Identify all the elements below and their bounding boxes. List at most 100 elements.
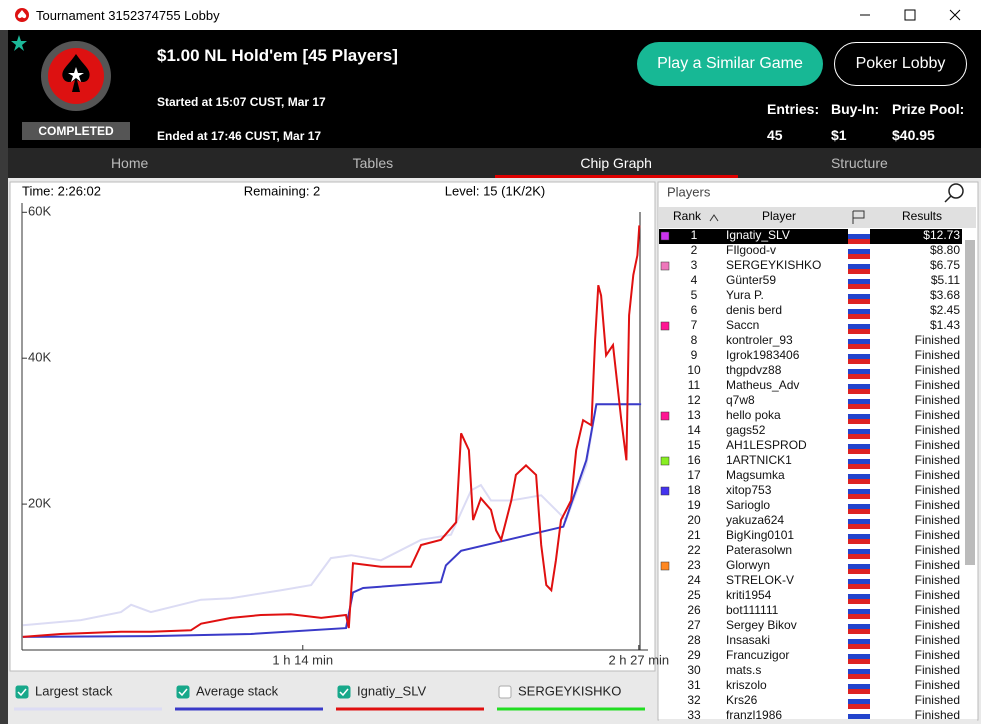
search-icon[interactable]: [944, 183, 964, 203]
result: $3.68: [930, 288, 960, 302]
player-name: Insasaki: [726, 633, 770, 647]
flag-stripe: [848, 399, 870, 404]
flag-stripe: [848, 474, 870, 479]
table-clip: [659, 719, 977, 724]
flag-stripe: [848, 709, 870, 714]
flag-stripe: [848, 364, 870, 369]
legend-item[interactable]: SERGEYKISHKO: [497, 683, 645, 711]
flag: [848, 274, 870, 289]
rank: 14: [687, 423, 701, 437]
legend-item[interactable]: Largest stack: [14, 683, 162, 711]
window-title: Tournament 3152374755 Lobby: [36, 8, 220, 23]
window-controls[interactable]: [850, 0, 981, 30]
flag-stripe: [848, 599, 870, 604]
player-name: Sergey Bikov: [726, 618, 797, 632]
flag-stripe: [848, 629, 870, 634]
flag-stripe: [848, 574, 870, 579]
flag-stripe: [848, 259, 870, 264]
flag-stripe: [848, 424, 870, 429]
flag-stripe: [848, 539, 870, 544]
legend-item[interactable]: Ignatiy_SLV: [336, 683, 484, 711]
poker-lobby-button[interactable]: Poker Lobby: [834, 42, 967, 86]
rank-header[interactable]: Rank: [673, 209, 702, 223]
flag-stripe: [848, 289, 870, 294]
tab[interactable]: Chip Graph: [494, 148, 738, 178]
checkmark: [178, 688, 188, 697]
player-name: Francuzigor: [726, 648, 789, 662]
flag-stripe: [848, 489, 870, 494]
results-header[interactable]: Results: [902, 209, 942, 223]
header: COMPLETED $1.00 NL Hold'em [45 Players] …: [8, 30, 981, 148]
player-color: [660, 321, 670, 331]
flag-stripe: [848, 264, 870, 269]
player-name: Paterasolwn: [726, 543, 792, 557]
x-tick-label: 2 h 27 min: [608, 652, 669, 667]
result: Finished: [915, 423, 960, 437]
flag: [848, 469, 870, 484]
rank: 30: [687, 663, 701, 677]
flag-stripe: [848, 229, 870, 234]
flag: [848, 574, 870, 589]
rank: 11: [688, 378, 701, 392]
player-header[interactable]: Player: [762, 209, 796, 223]
legend-label: Largest stack: [35, 683, 113, 698]
player-name: Igrok1983406: [726, 348, 800, 362]
rank: 18: [687, 483, 701, 497]
flag: [848, 319, 870, 334]
legend-item[interactable]: Average stack: [175, 683, 323, 711]
flag-stripe: [848, 614, 870, 619]
flag-stripe: [848, 569, 870, 574]
result: $2.45: [930, 303, 960, 317]
rank: 33: [687, 708, 701, 722]
legend-checkbox: [337, 685, 351, 699]
tab[interactable]: Tables: [352, 155, 394, 171]
favorite-star[interactable]: [10, 34, 28, 52]
flag: [848, 544, 870, 559]
scrollbar[interactable]: [965, 240, 975, 565]
tab[interactable]: Structure: [830, 155, 888, 171]
flag-stripe: [848, 679, 870, 684]
player-name: Saccn: [726, 318, 759, 332]
flag: [848, 664, 870, 679]
flag-stripe: [848, 339, 870, 344]
flag-stripe: [848, 549, 870, 554]
flag-stripe: [848, 659, 870, 664]
flag-stripe: [848, 464, 870, 469]
flag-stripe: [848, 624, 870, 629]
flag-stripe: [848, 449, 870, 454]
flag-stripe: [848, 434, 870, 439]
flag-stripe: [848, 554, 870, 559]
tab[interactable]: Home: [110, 155, 149, 171]
rank: 23: [687, 558, 701, 572]
player-name: gags52: [726, 423, 766, 437]
y-tick-label: 60K: [28, 204, 51, 219]
result: Finished: [915, 543, 960, 557]
start-time: Started at 15:07 CUST, Mar 17: [157, 95, 326, 109]
flag-stripe: [848, 254, 870, 259]
y-tick-label: 40K: [28, 350, 51, 365]
flag-stripe: [848, 689, 870, 694]
flag-stripe: [848, 579, 870, 584]
flag: [848, 559, 870, 574]
flag-stripe: [848, 619, 870, 624]
flag-stripe: [848, 309, 870, 314]
result: $8.80: [930, 243, 960, 257]
series-line: [22, 225, 641, 638]
rank: 5: [691, 288, 698, 302]
result: Finished: [915, 603, 960, 617]
rank: 29: [687, 648, 701, 662]
similar-game-button[interactable]: Play a Similar Game: [637, 42, 823, 86]
flag-stripe: [848, 329, 870, 334]
flag: [848, 394, 870, 409]
flag-stripe: [848, 494, 870, 499]
flag-stripe: [848, 634, 870, 639]
flag-stripe: [848, 694, 870, 699]
chart-level: Level: 15 (1K/2K): [445, 183, 545, 198]
player-name: Krs26: [726, 693, 758, 707]
player-name: xitop753: [726, 483, 772, 497]
stat-label: Prize Pool:: [892, 101, 965, 117]
result: Finished: [915, 633, 960, 647]
player-name: BigKing0101: [726, 528, 794, 542]
flag-stripe: [848, 429, 870, 434]
